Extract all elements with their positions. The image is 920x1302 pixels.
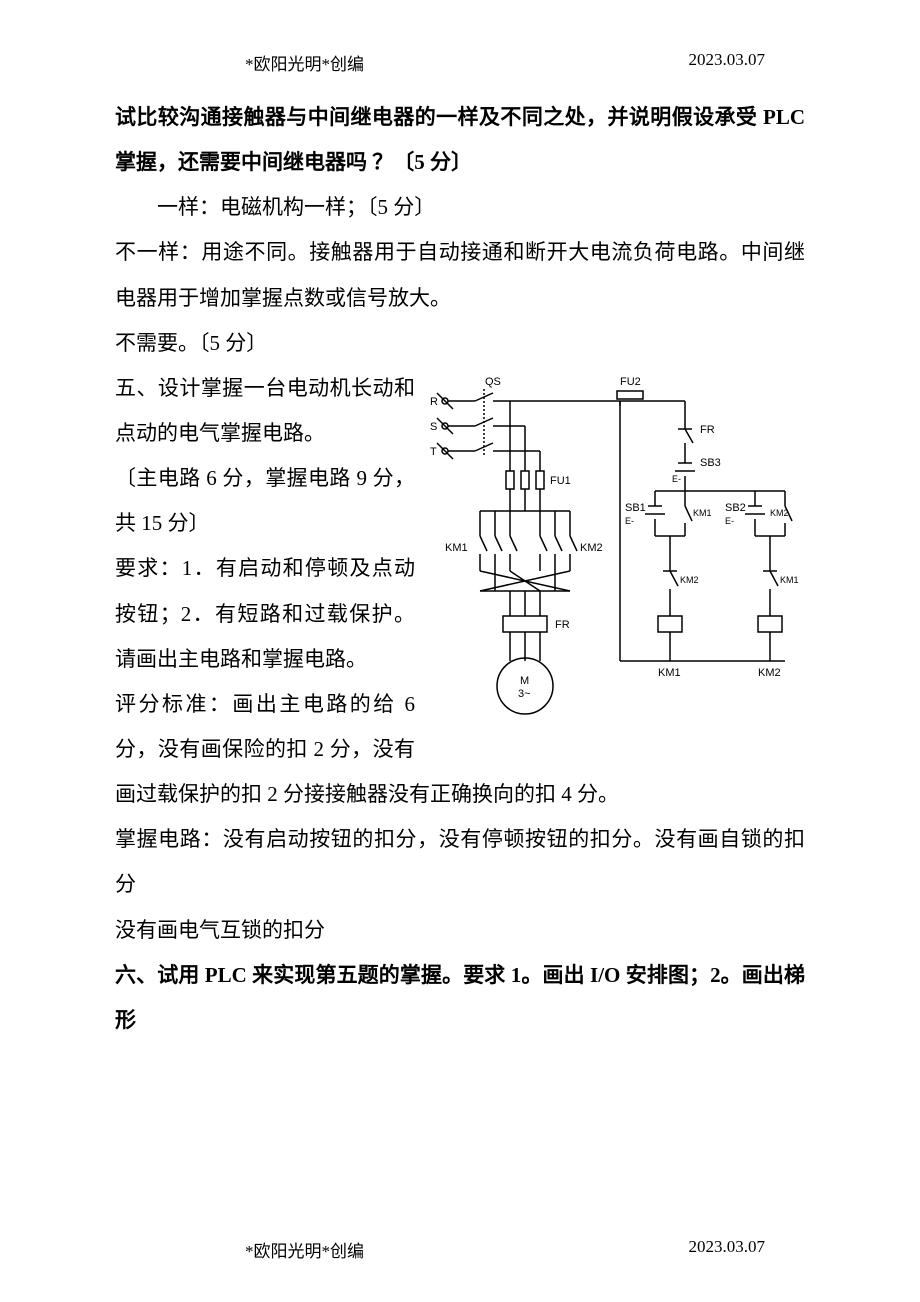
paragraph-noneed: 不需要。〔5 分〕 <box>115 321 805 366</box>
document-content: 试比较沟通接触器与中间继电器的一样及不同之处，并说明假设承受 PLC 掌握，还需… <box>115 95 805 1043</box>
svg-text:FR: FR <box>555 619 570 631</box>
paragraph-q4: 试比较沟通接触器与中间继电器的一样及不同之处，并说明假设承受 PLC 掌握，还需… <box>115 95 805 185</box>
km2-coil: KM2 <box>758 616 782 679</box>
svg-text:FU2: FU2 <box>620 376 641 388</box>
svg-text:KM2: KM2 <box>680 575 699 585</box>
svg-text:3~: 3~ <box>518 688 531 700</box>
svg-text:KM1: KM1 <box>693 508 712 518</box>
fr-nc-contact: FR <box>678 421 715 456</box>
svg-text:FR: FR <box>700 424 715 436</box>
svg-text:E-: E- <box>625 516 634 526</box>
svg-text:E-: E- <box>725 516 734 526</box>
svg-text:R: R <box>430 396 438 408</box>
km2-nc-interlock: KM2 <box>663 571 699 616</box>
motor: M 3~ <box>497 658 553 714</box>
svg-text:S: S <box>430 421 437 433</box>
km1-nc-interlock: KM1 <box>763 571 799 616</box>
sb2-button: SB2 E- <box>725 502 765 536</box>
svg-text:KM2: KM2 <box>580 542 603 554</box>
svg-text:KM1: KM1 <box>780 575 799 585</box>
svg-text:E-: E- <box>672 474 681 484</box>
svg-text:QS: QS <box>485 376 501 388</box>
svg-text:M: M <box>520 675 529 687</box>
km2-aux-no: KM2 <box>770 491 792 536</box>
wrapped-section: R S T QS <box>115 366 805 817</box>
paragraph-interlock: 没有画电气互锁的扣分 <box>115 908 805 953</box>
paragraph-same: 一样：电磁机构一样；〔5 分〕 <box>115 185 805 230</box>
sb1-button: SB1 E- <box>625 502 665 536</box>
footer-author: *欧阳光明*创编 <box>245 1237 364 1262</box>
circuit-diagram: R S T QS <box>425 371 805 771</box>
svg-text:KM2: KM2 <box>758 667 781 679</box>
fu1-fuses: FU1 <box>506 471 571 489</box>
page-footer: *欧阳光明*创编 2023.03.07 <box>115 1237 805 1262</box>
svg-text:SB1: SB1 <box>625 502 646 514</box>
svg-text:KM1: KM1 <box>445 542 468 554</box>
km1-aux-no: KM1 <box>685 491 712 536</box>
fr-thermal: FR <box>503 616 570 632</box>
km2-main-contacts: KM2 <box>540 536 603 571</box>
km1-coil: KM1 <box>658 616 682 679</box>
header-date: 2023.03.07 <box>689 50 766 75</box>
svg-text:FU1: FU1 <box>550 475 571 487</box>
footer-date: 2023.03.07 <box>689 1237 766 1262</box>
paragraph-q6: 六、试用 PLC 来实现第五题的掌握。要求 1。画出 I/O 安排图；2。画出梯… <box>115 953 805 1043</box>
qs-switch: QS <box>475 376 510 456</box>
page-header: *欧阳光明*创编 2023.03.07 <box>115 50 805 75</box>
sb3-button: SB3 E- <box>672 456 721 491</box>
svg-text:KM2: KM2 <box>770 508 789 518</box>
svg-text:SB2: SB2 <box>725 502 746 514</box>
paragraph-ctrl-grade: 掌握电路：没有启动按钮的扣分，没有停顿按钮的扣分。没有画自锁的扣分 <box>115 817 805 907</box>
svg-text:T: T <box>430 446 437 458</box>
paragraph-diff: 不一样：用途不同。接触器用于自动接通和断开大电流负荷电路。中间继电器用于增加掌握… <box>115 230 805 320</box>
km1-main-contacts: KM1 <box>445 536 517 571</box>
svg-text:KM1: KM1 <box>658 667 681 679</box>
fu2-fuse: FU2 <box>617 376 643 399</box>
header-author: *欧阳光明*创编 <box>245 50 364 75</box>
svg-text:SB3: SB3 <box>700 457 721 469</box>
